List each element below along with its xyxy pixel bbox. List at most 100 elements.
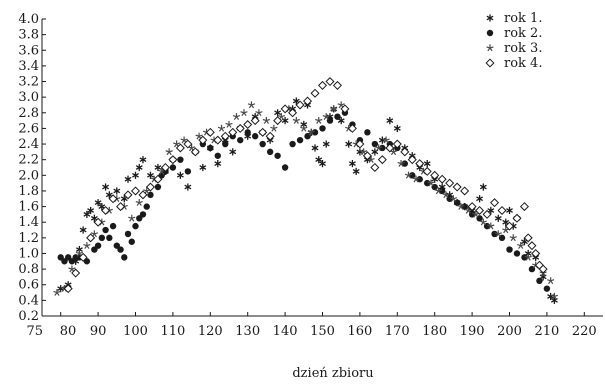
data-point-star	[53, 288, 61, 296]
data-point-star	[397, 159, 405, 167]
data-point-diamond	[504, 221, 515, 231]
legend-label: rok 3.	[504, 41, 542, 56]
x-tick-label: 160	[347, 324, 372, 339]
data-point-diamond	[519, 202, 529, 212]
data-point-star	[262, 117, 271, 124]
data-point-star	[322, 113, 330, 120]
data-point-diamond	[138, 190, 148, 200]
data-point-asterisk	[229, 148, 237, 156]
data-point-circle	[266, 148, 274, 156]
x-tick-label: 150	[310, 324, 335, 339]
data-point-diamond	[86, 233, 96, 243]
data-point-asterisk	[154, 163, 162, 172]
data-point-diamond	[175, 143, 185, 153]
data-point-asterisk	[124, 175, 132, 183]
data-point-circle	[177, 156, 184, 163]
data-point-diamond	[422, 166, 432, 176]
data-point-asterisk	[393, 124, 401, 133]
data-point-asterisk	[79, 226, 87, 234]
data-point-circle	[311, 129, 319, 136]
x-tick-label: 110	[160, 324, 185, 339]
data-point-circle	[139, 211, 147, 218]
data-point-diamond	[392, 139, 402, 149]
data-point-asterisk	[83, 210, 91, 218]
data-point-diamond	[531, 248, 541, 258]
data-point-diamond	[160, 162, 170, 173]
data-point-asterisk	[547, 292, 555, 301]
data-point-star	[225, 120, 233, 128]
data-point-asterisk	[348, 159, 356, 168]
data-point-diamond	[190, 147, 200, 157]
data-point-circle	[244, 129, 251, 136]
data-point-circle	[416, 176, 423, 183]
legend-marker-diamond	[485, 58, 495, 68]
data-point-star	[128, 214, 136, 222]
data-point-asterisk	[378, 136, 386, 144]
y-tick-label: 3.2	[18, 75, 39, 90]
data-point-circle	[94, 242, 102, 249]
data-point-diamond	[265, 131, 275, 141]
data-point-asterisk	[87, 206, 95, 215]
y-tick-label: 0.4	[18, 293, 39, 308]
data-point-star	[382, 136, 390, 144]
data-point-diamond	[145, 182, 155, 192]
x-tick-label: 200	[497, 324, 522, 339]
data-points	[53, 77, 558, 304]
data-point-diamond	[116, 202, 126, 212]
data-point-asterisk	[147, 171, 154, 179]
data-point-diamond	[303, 96, 313, 106]
data-point-asterisk	[57, 285, 65, 293]
y-tick-label: 0.2	[18, 309, 39, 324]
data-point-diamond	[130, 186, 141, 196]
y-tick-label: 3.8	[18, 28, 39, 43]
data-point-circle	[401, 160, 408, 167]
y-tick-label: 4.0	[18, 12, 39, 27]
data-point-diamond	[523, 233, 533, 243]
data-point-asterisk	[476, 195, 484, 203]
x-tick-label: 80	[60, 324, 77, 339]
data-point-star	[292, 117, 300, 124]
y-tick-label: 2.4	[18, 137, 39, 152]
data-point-star	[75, 249, 84, 257]
data-point-diamond	[243, 120, 253, 130]
y-tick-label: 1.6	[18, 200, 39, 215]
data-point-diamond	[340, 104, 350, 114]
data-point-star	[232, 113, 241, 120]
y-tick-label: 3.6	[18, 43, 39, 58]
data-point-star	[165, 148, 173, 156]
legend-label: rok 1.	[504, 11, 542, 26]
x-tick-label: 90	[90, 324, 107, 339]
data-point-diamond	[63, 284, 73, 294]
data-point-star	[524, 253, 532, 261]
data-point-star	[300, 124, 308, 132]
data-point-diamond	[490, 198, 500, 208]
data-point-diamond	[482, 209, 492, 219]
data-point-star	[547, 277, 555, 285]
legend-label: rok 4.	[504, 56, 542, 71]
data-point-diamond	[332, 80, 342, 90]
data-point-diamond	[198, 135, 208, 145]
data-point-diamond	[370, 162, 380, 173]
data-point-circle	[513, 250, 521, 257]
data-point-circle	[184, 168, 192, 175]
data-point-circle	[461, 203, 468, 210]
data-point-asterisk	[356, 148, 364, 156]
data-point-circle	[289, 140, 296, 148]
data-point-star	[247, 101, 256, 109]
data-point-asterisk	[214, 159, 222, 168]
data-point-circle	[506, 246, 513, 253]
data-point-diamond	[467, 202, 477, 212]
data-point-diamond	[452, 182, 462, 192]
data-point-diamond	[445, 178, 455, 188]
data-point-star	[427, 179, 435, 187]
x-tick-label: 180	[422, 324, 447, 339]
data-point-diamond	[101, 205, 111, 215]
data-point-circle	[124, 230, 132, 238]
data-point-circle	[319, 125, 326, 132]
data-point-asterisk	[506, 206, 513, 215]
data-point-diamond	[355, 139, 365, 149]
data-point-star	[367, 156, 375, 163]
x-tick-label: 220	[572, 324, 597, 339]
data-point-diamond	[108, 194, 118, 204]
